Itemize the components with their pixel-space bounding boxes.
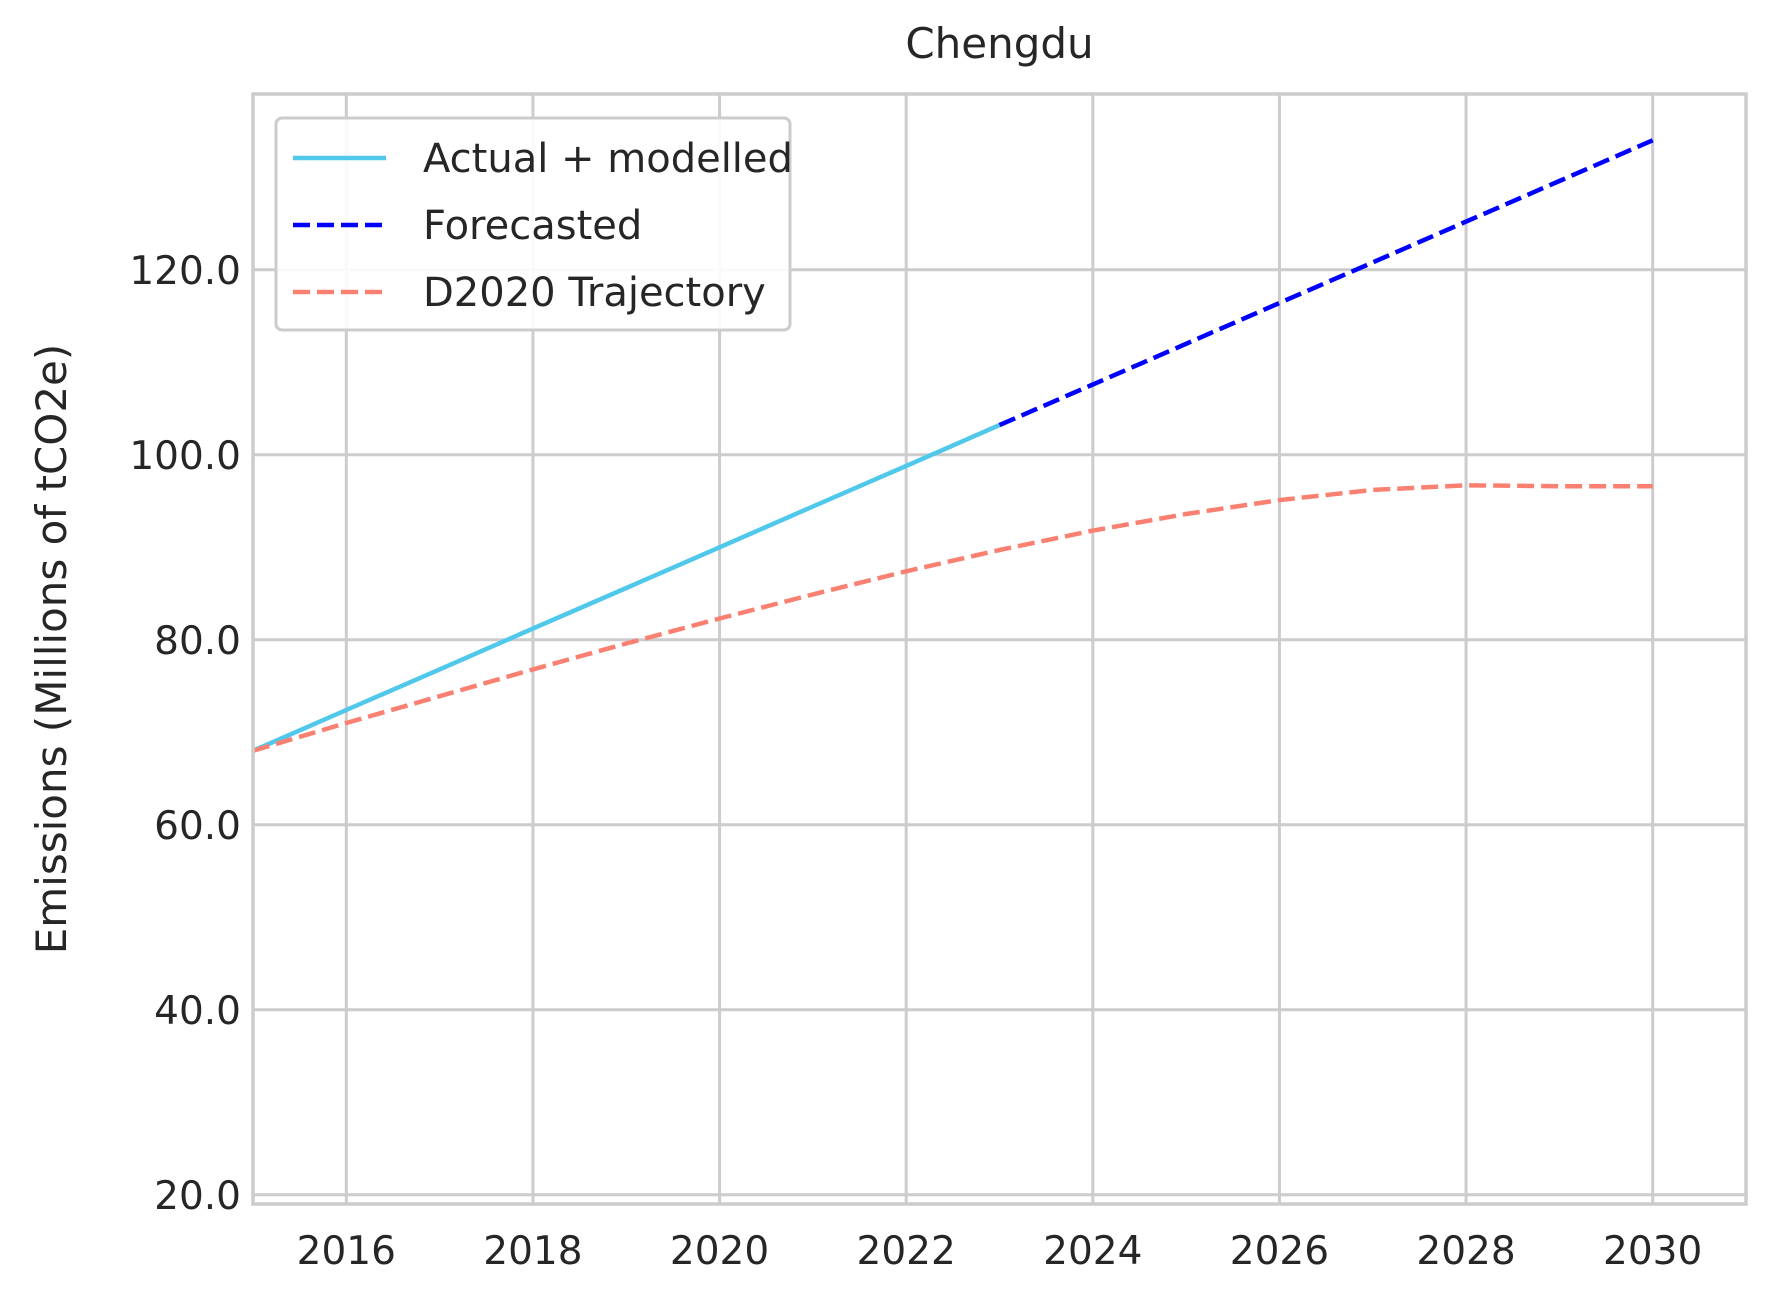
y-tick-label: 120.0: [129, 249, 241, 294]
y-axis-label: Emissions (Millions of tCO2e): [27, 344, 76, 955]
x-tick-label: 2030: [1603, 1229, 1702, 1274]
plot-area-frame: [251, 92, 1748, 1206]
legend: Actual + modelled Forecasted D2020 Traject…: [274, 116, 793, 332]
legend-label: Actual + modelled: [423, 136, 793, 182]
y-axis-ticks: 20.0 40.0 60.0 80.0 100.0 120.0: [129, 249, 241, 1219]
x-tick-label: 2026: [1230, 1229, 1329, 1274]
series-line-0: [252, 423, 1001, 753]
x-axis-ticks: 2016 2018 2020 2022 2024 2026 2028 2030: [297, 1229, 1703, 1274]
x-tick-label: 2018: [483, 1229, 582, 1274]
x-tick-label: 2022: [857, 1229, 956, 1274]
x-tick-label: 2016: [297, 1229, 396, 1274]
x-tick-label: 2024: [1043, 1229, 1142, 1274]
x-tick-label: 2028: [1416, 1229, 1515, 1274]
legend-box: [274, 116, 792, 332]
y-tick-label: 20.0: [154, 1174, 241, 1219]
legend-label: D2020 Trajectory: [423, 270, 766, 316]
y-tick-label: 40.0: [154, 989, 241, 1034]
chart-title: Chengdu: [905, 19, 1093, 68]
y-tick-label: 100.0: [129, 434, 241, 479]
x-tick-label: 2020: [670, 1229, 769, 1274]
y-tick-label: 60.0: [154, 804, 241, 849]
series-line-1: [998, 138, 1654, 428]
y-tick-label: 80.0: [154, 619, 241, 664]
legend-label: Forecasted: [423, 203, 642, 249]
series-lines: [252, 138, 1654, 753]
series-line-2: [252, 483, 1653, 753]
